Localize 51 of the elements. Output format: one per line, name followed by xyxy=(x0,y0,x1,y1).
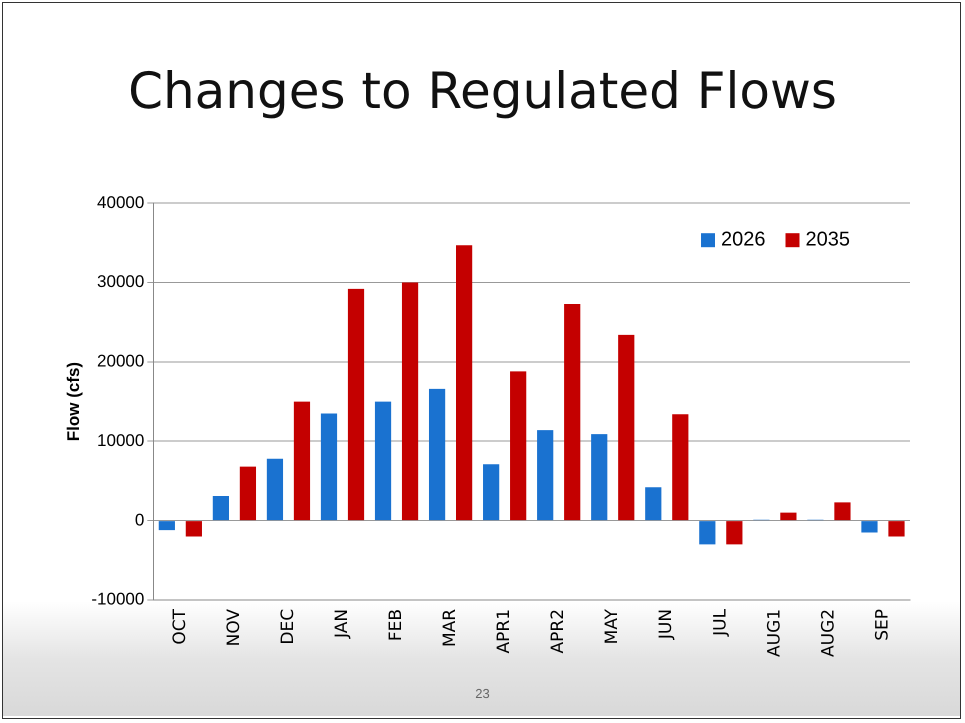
bar xyxy=(266,458,284,520)
legend-label: 2026 xyxy=(721,228,766,251)
bar xyxy=(591,434,608,520)
x-tick-label: JUN xyxy=(656,608,676,640)
bar xyxy=(348,288,364,520)
x-tick-label: DEC xyxy=(278,608,298,645)
bar xyxy=(510,371,526,520)
bar xyxy=(428,388,446,520)
bar xyxy=(726,521,742,544)
y-tick-label: 40000 xyxy=(97,192,144,212)
bar xyxy=(374,402,392,520)
bar xyxy=(402,282,418,520)
bar xyxy=(888,521,905,536)
y-tick-label: -10000 xyxy=(91,590,144,609)
y-tick-label: 0 xyxy=(134,510,144,530)
bar xyxy=(158,521,175,530)
bar xyxy=(483,464,500,520)
x-tick-label: SEP xyxy=(872,608,892,641)
x-tick-label: OCT xyxy=(170,608,190,645)
bar xyxy=(320,413,338,520)
x-tick-label: NOV xyxy=(224,608,244,646)
bar xyxy=(861,521,878,532)
bar xyxy=(294,402,310,520)
x-tick-label: APR2 xyxy=(548,608,568,654)
x-tick-label: AUG1 xyxy=(764,608,784,657)
y-tick-label: 20000 xyxy=(97,352,144,371)
y-tick-label: 30000 xyxy=(97,272,144,292)
x-tick-label: FEB xyxy=(386,608,406,642)
x-tick-label: JUL xyxy=(710,608,730,637)
legend-label: 2035 xyxy=(806,228,850,251)
bar xyxy=(645,487,662,520)
chart-title: Changes to Regulated Flows xyxy=(127,62,838,120)
bar xyxy=(537,430,554,520)
bar xyxy=(186,521,202,536)
x-tick-label: JAN xyxy=(332,608,352,639)
bar xyxy=(618,334,634,520)
bar xyxy=(780,512,796,520)
x-tick-label: MAY xyxy=(602,608,622,644)
x-tick-label: AUG2 xyxy=(818,608,838,657)
bar xyxy=(564,304,580,520)
bar xyxy=(699,521,716,544)
x-tick-label: MAR xyxy=(440,608,460,648)
bar xyxy=(456,245,472,520)
bar xyxy=(212,496,229,520)
bar xyxy=(672,414,688,520)
bar xyxy=(834,502,851,520)
bar xyxy=(240,466,256,520)
x-tick-label: APR1 xyxy=(494,608,514,654)
y-axis-title: Flow (cfs) xyxy=(64,362,83,442)
y-tick-label: 10000 xyxy=(97,430,144,450)
text: 23 xyxy=(474,686,491,701)
